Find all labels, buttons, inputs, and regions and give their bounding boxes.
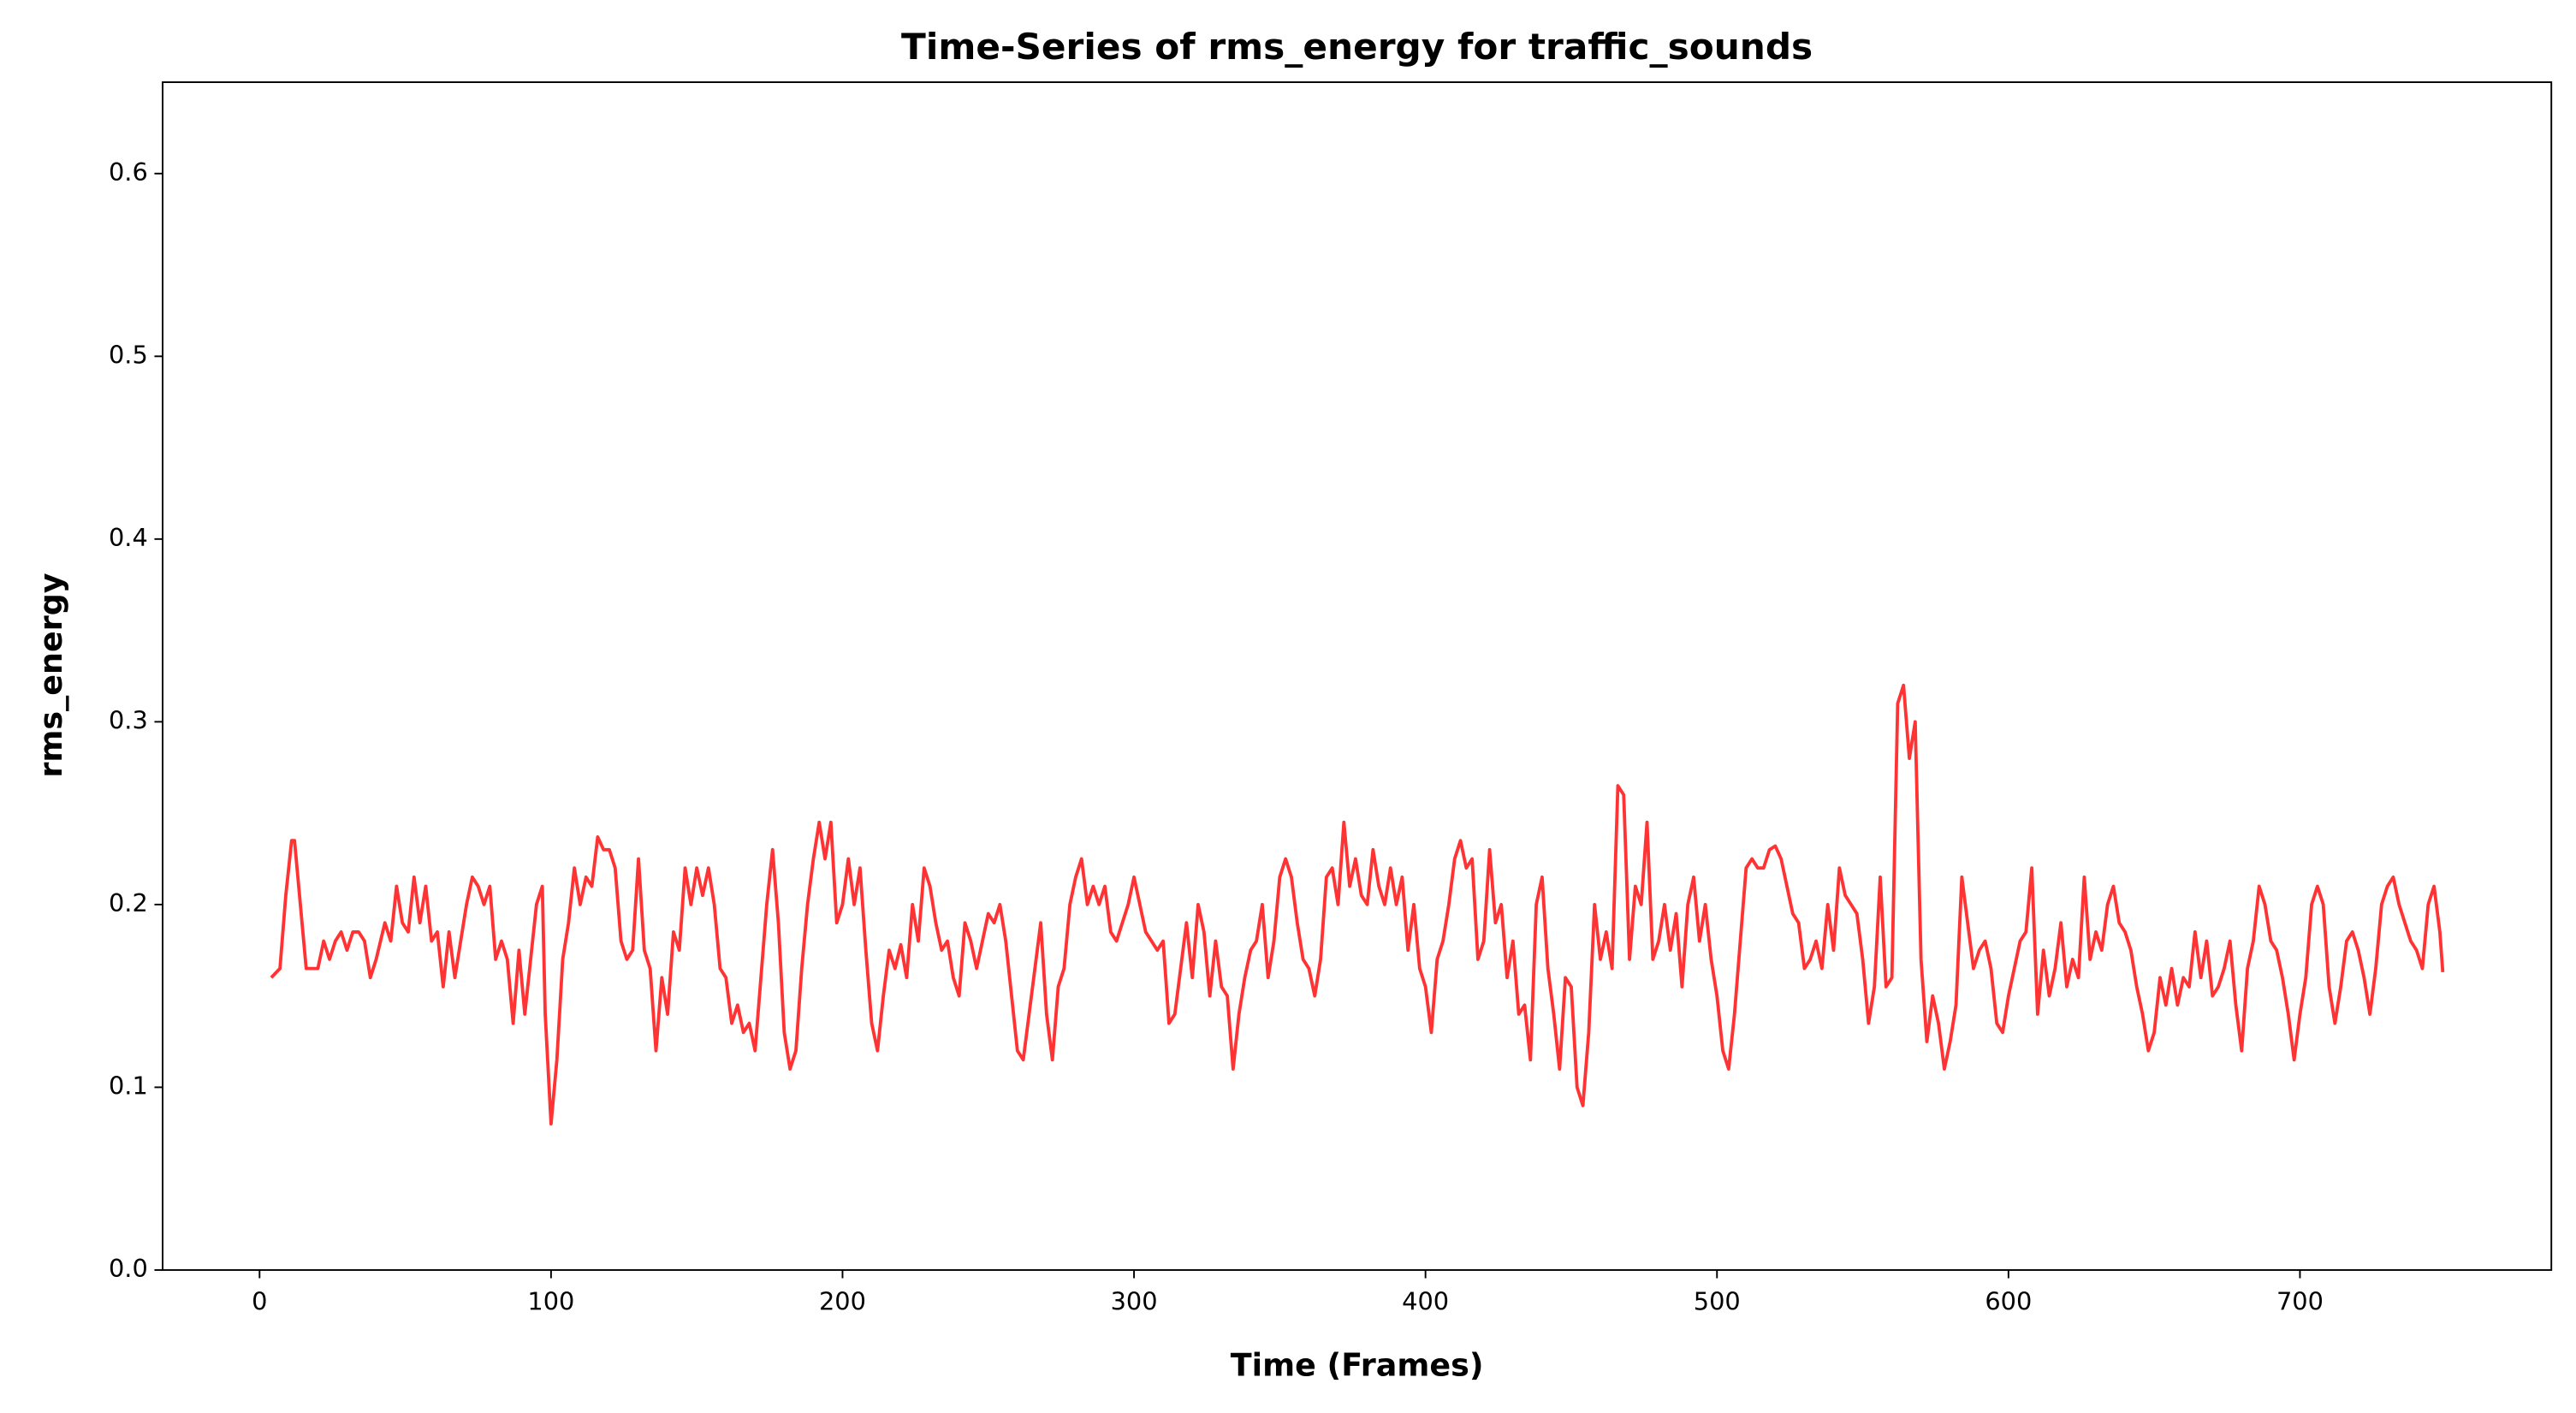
x-tick-label: 200 bbox=[819, 1286, 866, 1315]
y-tick-label: 0.3 bbox=[109, 705, 148, 734]
chart-title: Time-Series of rms_energy for traffic_so… bbox=[901, 26, 1813, 68]
y-tick-label: 0.0 bbox=[109, 1254, 148, 1283]
x-tick-label: 100 bbox=[527, 1286, 574, 1315]
y-tick-label: 0.2 bbox=[109, 888, 148, 917]
data-line bbox=[270, 683, 2445, 1126]
x-tick-label: 700 bbox=[2276, 1286, 2324, 1315]
x-tick-label: 600 bbox=[1985, 1286, 2032, 1315]
y-tick-label: 0.4 bbox=[109, 523, 148, 552]
y-tick-label: 0.5 bbox=[109, 340, 148, 369]
x-tick-label: 500 bbox=[1694, 1286, 1741, 1315]
x-axis-title: Time (Frames) bbox=[1231, 1347, 1484, 1384]
y-tick-label: 0.6 bbox=[109, 157, 148, 187]
y-axis-title: rms_energy bbox=[33, 573, 69, 777]
plot-frame bbox=[162, 81, 2553, 1271]
y-tick-label: 0.1 bbox=[109, 1071, 148, 1100]
x-tick-label: 400 bbox=[1402, 1286, 1449, 1315]
x-tick-label: 300 bbox=[1111, 1286, 1158, 1315]
x-tick-label: 0 bbox=[252, 1286, 267, 1315]
